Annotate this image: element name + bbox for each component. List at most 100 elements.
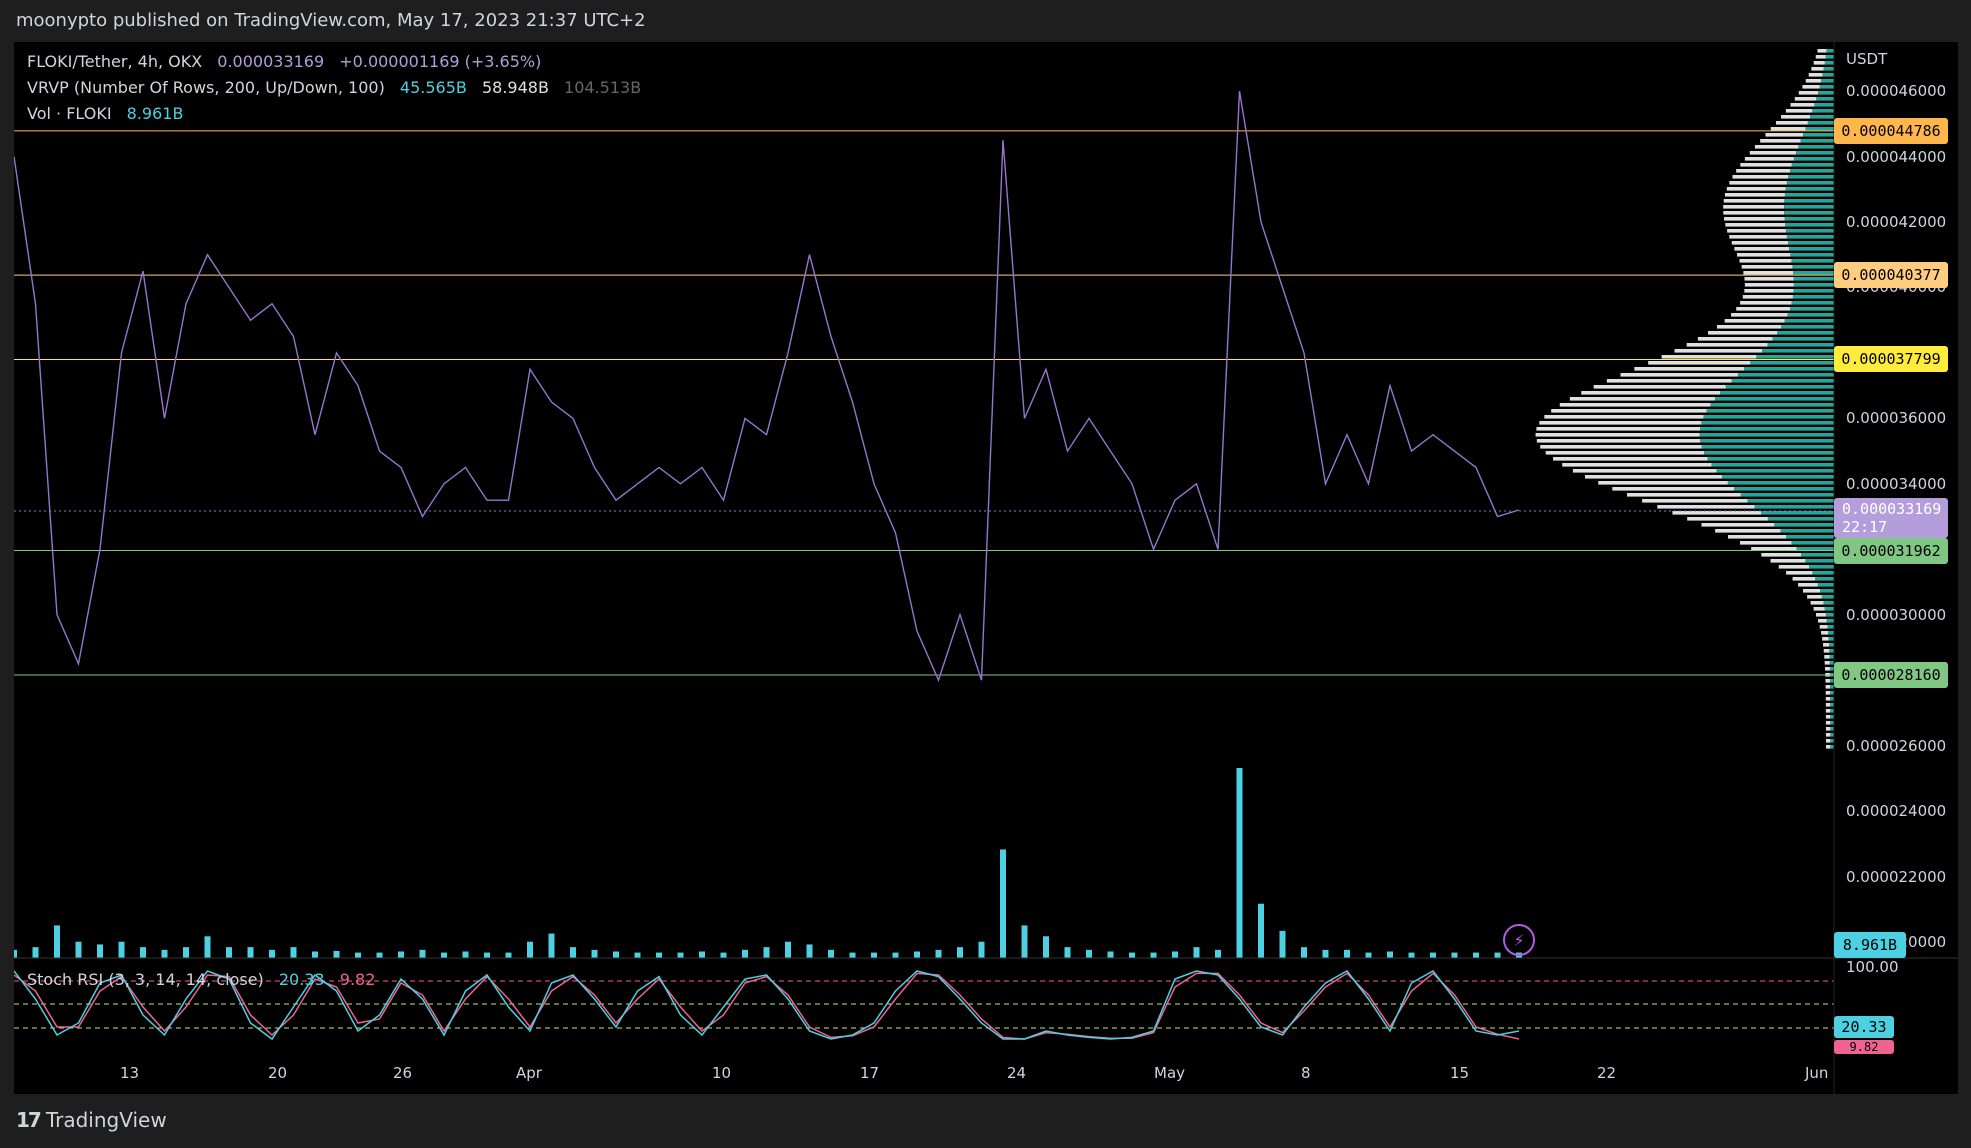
profile-row-down <box>1585 475 1722 479</box>
profile-row-up <box>1734 487 1834 491</box>
profile-row-down <box>1581 391 1721 395</box>
profile-row-up <box>1784 319 1834 323</box>
profile-row-up <box>1830 691 1834 695</box>
price-tick-label: 0.000046000 <box>1846 82 1947 101</box>
volume-bar <box>1172 951 1178 958</box>
profile-row-down <box>1740 301 1792 305</box>
volume-bar <box>269 949 275 958</box>
profile-row-down <box>1744 283 1794 287</box>
profile-row-up <box>1830 739 1834 743</box>
profile-row-up <box>1786 535 1834 539</box>
volume-bar <box>505 952 512 958</box>
profile-row-down <box>1751 547 1797 551</box>
profile-row-down <box>1818 619 1827 623</box>
profile-row-down <box>1825 679 1831 683</box>
volume-bar <box>570 947 576 958</box>
time-tick-label: 26 <box>393 1064 413 1082</box>
profile-row-up <box>1814 103 1834 107</box>
profile-row-up <box>1816 97 1834 101</box>
profile-row-down <box>1823 649 1830 653</box>
volume-bar <box>892 952 899 958</box>
profile-row-up <box>1792 295 1834 299</box>
profile-row-up <box>1793 271 1834 275</box>
profile-row-down <box>1545 451 1705 455</box>
profile-row-down <box>1794 97 1817 101</box>
profile-row-down <box>1825 691 1831 695</box>
volume-bar <box>441 952 447 958</box>
volume-bar <box>849 952 856 958</box>
profile-row-down <box>1593 385 1726 389</box>
profile-row-up <box>1780 529 1834 533</box>
alert-bolt-icon[interactable]: ⚡ <box>1503 924 1535 956</box>
volume-bar <box>1215 949 1221 958</box>
legend-vrvp-total: 104.513B <box>564 78 642 97</box>
profile-row-up <box>1737 373 1834 377</box>
legend-row-volume[interactable]: Vol · FLOKI 8.961B <box>27 104 193 123</box>
volume-bar <box>1451 952 1458 958</box>
volume-bar <box>1279 930 1286 958</box>
profile-row-up <box>1788 241 1834 245</box>
legend-row-stoch[interactable]: Stoch RSI (3, 3, 14, 14, close) 20.33 9.… <box>27 970 385 989</box>
tradingview-mark-icon: 17 <box>16 1108 42 1132</box>
volume-bar <box>806 944 813 958</box>
volume-bars <box>14 768 1522 958</box>
volume-bar <box>720 952 727 958</box>
profile-row-up <box>1774 523 1834 527</box>
time-tick-label: 22 <box>1597 1064 1617 1082</box>
volume-bar <box>1086 949 1092 958</box>
profile-row-up <box>1796 547 1834 551</box>
profile-row-down <box>1661 355 1757 359</box>
profile-row-up <box>1727 481 1834 485</box>
profile-row-down <box>1672 511 1762 515</box>
legend-row-vrvp[interactable]: VRVP (Number Of Rows, 200, Up/Down, 100)… <box>27 78 651 97</box>
price-tick-label: 0.000026000 <box>1846 736 1947 755</box>
volume-bar <box>1322 949 1329 958</box>
profile-row-up <box>1810 115 1834 119</box>
volume-bar <box>161 949 168 958</box>
profile-row-up <box>1827 625 1834 629</box>
profile-row-up <box>1791 541 1834 545</box>
profile-row-up <box>1817 583 1834 587</box>
volume-bar <box>656 952 662 958</box>
time-tick-label: 17 <box>860 1064 880 1082</box>
tradingview-brand: TradingView <box>45 1108 167 1132</box>
volume-bar <box>527 941 533 958</box>
volume-bar <box>1430 952 1436 958</box>
legend-row-symbol[interactable]: FLOKI/Tether, 4h, OKX 0.000033169 +0.000… <box>27 52 551 71</box>
volume-bar <box>1064 947 1071 958</box>
volume-bar <box>591 949 598 958</box>
volume-bar <box>742 949 748 958</box>
profile-row-up <box>1791 301 1834 305</box>
profile-row-down <box>1612 487 1735 491</box>
tradingview-logo[interactable]: 17 TradingView <box>16 1108 167 1132</box>
profile-row-down <box>1790 103 1815 107</box>
profile-row-down <box>1642 499 1748 503</box>
profile-row-up <box>1761 511 1834 515</box>
profile-row-down <box>1807 595 1822 599</box>
time-tick-label: 20 <box>268 1064 288 1082</box>
profile-row-down <box>1562 463 1712 467</box>
profile-row-down <box>1540 445 1702 449</box>
profile-row-up <box>1777 331 1834 335</box>
profile-row-up <box>1793 283 1834 287</box>
profile-row-down <box>1598 481 1728 485</box>
profile-row-up <box>1720 391 1834 395</box>
profile-row-down <box>1805 79 1822 83</box>
price-tick-label: 0.000036000 <box>1846 409 1947 428</box>
profile-row-up <box>1829 667 1834 671</box>
profile-row-up <box>1784 199 1834 203</box>
profile-row-down <box>1792 577 1816 581</box>
profile-row-down <box>1744 289 1794 293</box>
price-level-tag: 0.000028160 <box>1834 661 1948 688</box>
profile-row-down <box>1726 187 1786 191</box>
price-chart-svg[interactable] <box>14 42 1958 1094</box>
volume-bar <box>1301 947 1307 958</box>
profile-row-down <box>1739 259 1792 263</box>
legend-stoch-d: 9.82 <box>339 970 376 989</box>
volume-bar <box>699 951 705 958</box>
profile-row-up <box>1781 325 1834 329</box>
stoch-d-tag: 9.82 <box>1834 1040 1894 1054</box>
profile-row-up <box>1798 145 1834 149</box>
volume-bar <box>462 951 469 958</box>
legend-vrvp-label: VRVP (Number Of Rows, 200, Up/Down, 100) <box>27 78 385 97</box>
